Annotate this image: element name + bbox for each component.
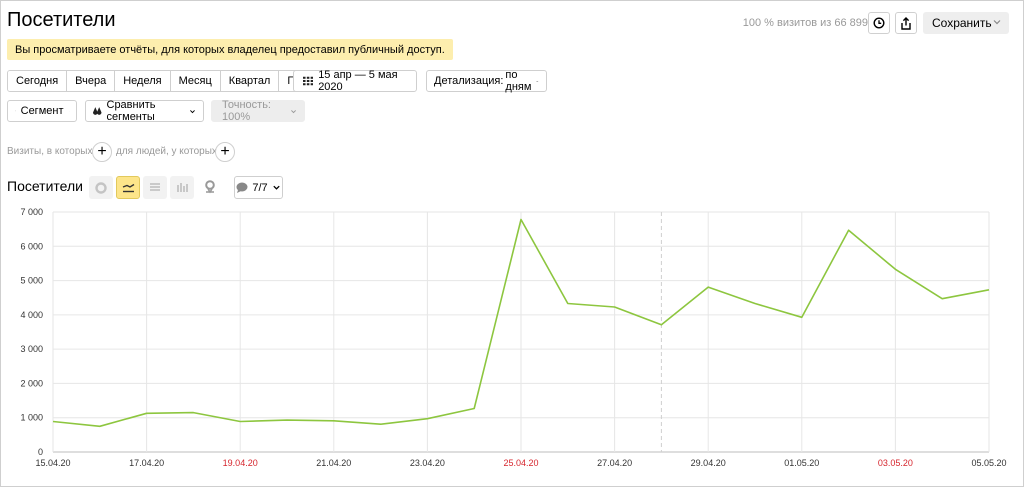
data-point[interactable] (564, 300, 572, 308)
chart-type-area[interactable] (143, 176, 167, 199)
chevron-down-icon (68, 110, 69, 112)
data-point[interactable] (611, 303, 619, 311)
add-people-filter-button[interactable]: + (215, 142, 235, 162)
page-title: Посетители (7, 9, 116, 31)
y-tick-label: 7 000 (20, 207, 43, 217)
bar-chart-icon (177, 183, 188, 192)
x-tick-label: 27.04.20 (597, 458, 632, 468)
data-point[interactable] (751, 300, 759, 308)
line-chart-icon (122, 183, 134, 193)
y-tick-label: 4 000 (20, 310, 43, 320)
visitors-series-line[interactable] (52, 218, 990, 428)
period-yesterday[interactable]: Вчера (67, 71, 116, 91)
chart-type-map[interactable] (204, 180, 216, 199)
save-button[interactable]: Сохранить (923, 12, 1009, 34)
chevron-down-icon (536, 80, 539, 82)
history-button[interactable] (868, 12, 890, 34)
period-quarter[interactable]: Квартал (220, 71, 280, 91)
y-tick-label: 1 000 (20, 413, 43, 423)
data-point[interactable] (377, 420, 385, 428)
filter-icon (15, 110, 16, 112)
y-tick-label: 3 000 (20, 344, 43, 354)
chevron-down-icon (272, 185, 280, 190)
people-filter-label: для людей, у которых (116, 146, 217, 157)
x-tick-label: 19.04.20 (223, 458, 258, 468)
data-point[interactable] (423, 415, 431, 423)
x-tick-label: 15.04.20 (35, 458, 70, 468)
chevron-down-icon (291, 109, 296, 113)
x-tick-label: 05.05.20 (971, 458, 1006, 468)
map-pin-icon (205, 180, 215, 194)
data-point[interactable] (470, 404, 478, 412)
visitors-line-chart: 0 1 000 2 000 3 000 4 000 5 000 6 000 7 000 15.… (20, 207, 1006, 468)
plus-icon: + (220, 143, 230, 160)
period-week[interactable]: Неделя (115, 71, 171, 91)
chart-title: Посетители (7, 178, 83, 194)
y-tick-label: 0 (38, 447, 43, 457)
period-selector: Сегодня Вчера Неделя Месяц Квартал Год (7, 70, 314, 92)
date-range-label: 15 апр — 5 мая 2020 (318, 69, 398, 93)
period-month[interactable]: Месяц (170, 71, 221, 91)
detail-dropdown[interactable]: Детализация: по дням (426, 69, 547, 93)
comment-icon (236, 182, 248, 193)
data-point[interactable] (798, 313, 806, 321)
plus-icon: + (97, 143, 107, 160)
chart-type-line[interactable] (116, 176, 140, 199)
add-visits-filter-button[interactable]: + (92, 142, 112, 162)
series-selector-button[interactable]: 7/7 (234, 176, 283, 199)
data-point[interactable] (189, 409, 197, 417)
save-label: Сохранить (932, 16, 992, 30)
x-tick-label: 25.04.20 (503, 458, 538, 468)
accuracy-label: Точность: 100% (222, 99, 271, 123)
x-tick-label: 17.04.20 (129, 458, 164, 468)
period-today[interactable]: Сегодня (8, 71, 68, 91)
chart-type-bar[interactable] (170, 176, 194, 199)
calendar-icon (303, 76, 314, 86)
data-point[interactable] (96, 422, 104, 430)
visits-info: 100 % визитов из 66 899 (742, 17, 868, 29)
x-tick-label: 03.05.20 (878, 458, 913, 468)
y-tick-label: 5 000 (20, 276, 43, 286)
x-tick-label: 29.04.20 (691, 458, 726, 468)
share-icon (901, 16, 911, 30)
area-chart-icon (150, 183, 160, 191)
data-point[interactable] (330, 417, 338, 425)
pie-chart-icon (95, 181, 107, 194)
date-range-button[interactable]: 15 апр — 5 мая 2020 (293, 69, 417, 93)
data-point[interactable] (938, 295, 946, 303)
share-button[interactable] (895, 12, 917, 34)
series-count: 7/7 (252, 181, 268, 194)
chevron-down-icon (993, 20, 1001, 25)
data-point[interactable] (704, 283, 712, 291)
data-point[interactable] (49, 417, 57, 425)
public-access-notice: Вы просматриваете отчёты, для которых вл… (7, 39, 453, 60)
data-point[interactable] (845, 226, 853, 234)
data-point[interactable] (657, 321, 665, 329)
data-point[interactable] (985, 286, 993, 294)
compare-segments-button[interactable]: Сравнить сегменты (85, 99, 204, 123)
segment-button[interactable]: Сегмент (7, 100, 77, 122)
data-point[interactable] (236, 417, 244, 425)
clock-icon (873, 17, 885, 29)
data-point[interactable] (283, 416, 291, 424)
x-tick-label: 21.04.20 (316, 458, 351, 468)
compare-icon (93, 107, 102, 115)
accuracy-dropdown[interactable]: Точность: 100% (211, 99, 305, 123)
detail-value: по дням (505, 69, 532, 93)
x-tick-label: 23.04.20 (410, 458, 445, 468)
notice-text: Вы просматриваете отчёты, для которых вл… (15, 43, 445, 56)
compare-label: Сравнить сегменты (106, 99, 156, 123)
chart-type-pie[interactable] (89, 176, 113, 199)
x-tick-label: 01.05.20 (784, 458, 819, 468)
segment-label: Сегмент (20, 105, 64, 117)
detail-label: Детализация: (434, 75, 504, 87)
visits-filter-label: Визиты, в которых (7, 146, 93, 157)
data-point[interactable] (891, 265, 899, 273)
data-point[interactable] (143, 409, 151, 417)
y-tick-label: 2 000 (20, 378, 43, 388)
data-point[interactable] (517, 216, 525, 224)
y-tick-label: 6 000 (20, 241, 43, 251)
chevron-down-icon (190, 109, 195, 113)
